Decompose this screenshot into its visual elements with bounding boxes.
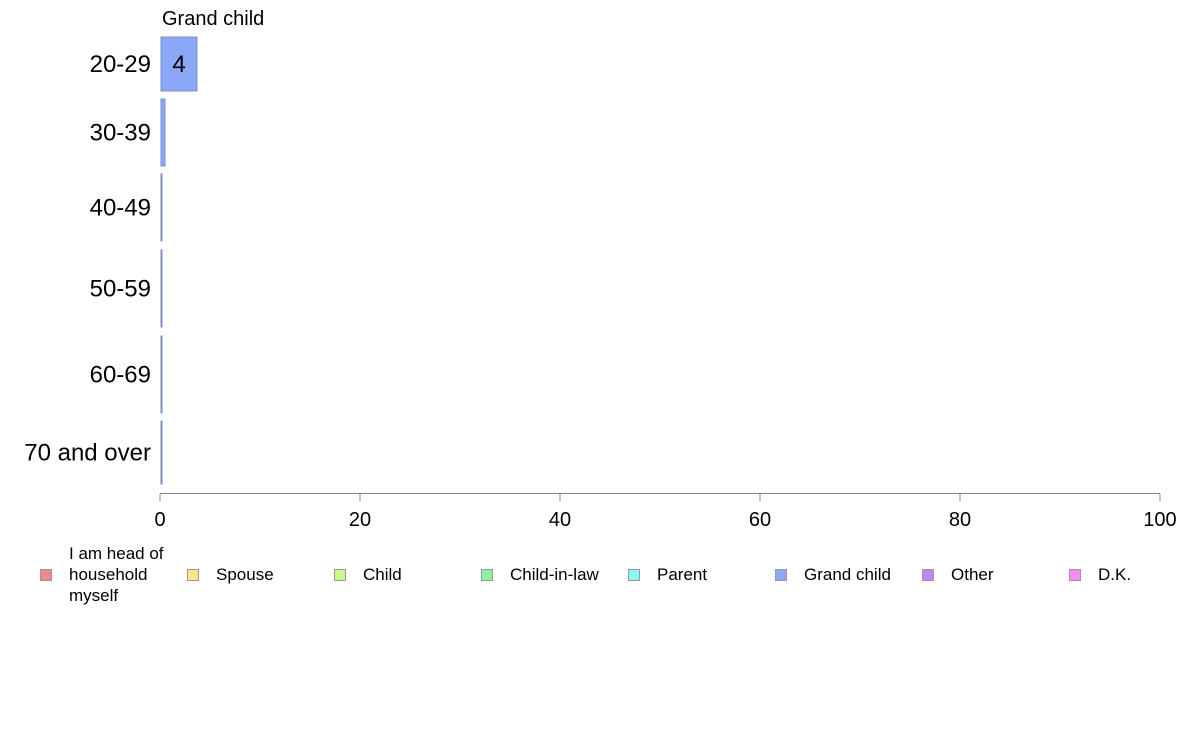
chart-title: Grand child	[162, 8, 264, 30]
legend: I am head of household myself Spouse Child…	[0, 540, 1188, 620]
legend-label: Child	[363, 565, 402, 584]
legend-swatch	[40, 568, 52, 581]
legend-item: D.K.	[1069, 564, 1131, 585]
legend-item: Grand child	[775, 564, 891, 585]
legend-label: Spouse	[216, 565, 274, 584]
legend-label: D.K.	[1098, 565, 1132, 584]
legend-item: Child-in-law	[481, 564, 599, 585]
bar-50-59	[160, 249, 163, 328]
x-tick-label: 100	[1143, 509, 1176, 531]
legend-item: Spouse	[187, 564, 274, 585]
legend-label: Other	[951, 565, 994, 584]
category-label: 70 and over	[24, 440, 151, 467]
x-tick-label: 40	[549, 509, 571, 531]
legend-label: Parent	[657, 565, 708, 584]
category-label: 30-39	[90, 120, 151, 147]
category-label: 50-59	[90, 276, 151, 303]
legend-swatch	[334, 568, 346, 581]
legend-label: I am head of household myself	[69, 544, 164, 605]
category-label: 20-29	[90, 51, 151, 78]
x-tick-label: 0	[154, 509, 165, 531]
bar-70-and-over	[160, 420, 163, 485]
bar-20-29	[160, 36, 198, 92]
legend-swatch	[481, 568, 493, 581]
x-axis: 0 20 40 60 80 100	[154, 493, 1177, 531]
bar-chart: Grand child 4 20-29 30-39 40-49 50-59 60-69 7…	[24, 8, 1177, 531]
legend-swatch	[628, 568, 640, 581]
legend-item: I am head of household myself	[40, 543, 169, 606]
x-tick-label: 80	[949, 509, 971, 531]
legend-item: Parent	[628, 564, 707, 585]
legend-swatch	[922, 568, 934, 581]
bar-40-49	[160, 173, 163, 242]
bar-30-39	[160, 98, 166, 167]
legend-item: Child	[334, 564, 402, 585]
legend-swatch	[1069, 568, 1081, 581]
legend-label: Grand child	[804, 565, 891, 584]
category-label: 60-69	[90, 362, 151, 389]
legend-swatch	[187, 568, 199, 581]
data-label: 4	[172, 51, 185, 78]
x-tick-label: 20	[349, 509, 371, 531]
legend-item: Other	[922, 564, 994, 585]
legend-label: Child-in-law	[510, 565, 599, 584]
x-tick-label: 60	[749, 509, 771, 531]
legend-swatch	[775, 568, 787, 581]
category-label: 40-49	[90, 195, 151, 222]
bar-60-69	[160, 335, 163, 414]
